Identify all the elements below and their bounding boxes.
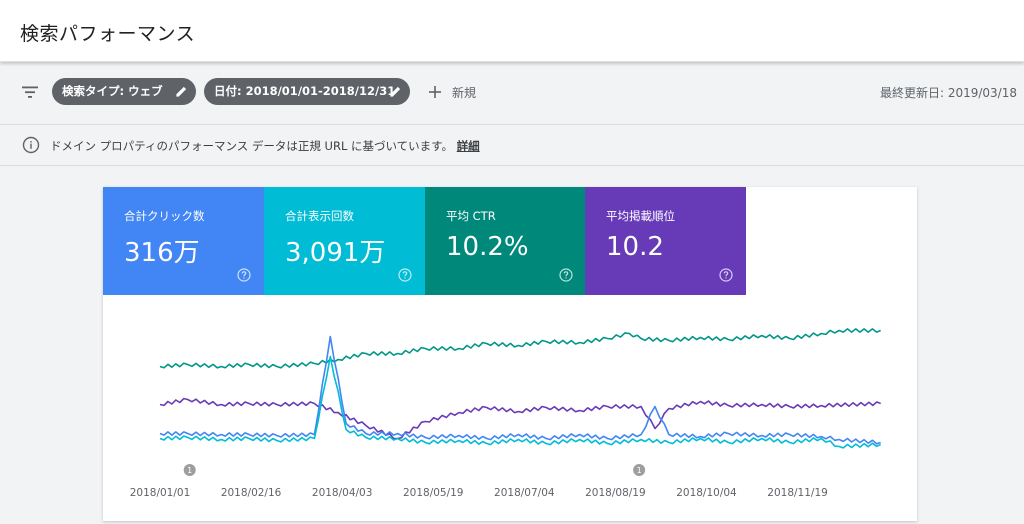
date-range-chip[interactable]: 日付: 2018/01/01-2018/12/31 (204, 78, 410, 105)
metric-total-impressions[interactable]: 合計表示回数 3,091万 (264, 187, 425, 295)
x-tick-label: 2018/04/03 (312, 487, 373, 499)
x-tick-label: 2018/08/19 (585, 487, 646, 499)
series-line-1 (159, 328, 881, 369)
notice-text: ドメイン プロパティのパフォーマンス データは正規 URL に基づいています。 … (50, 138, 480, 154)
x-tick-label: 2018/05/19 (403, 487, 464, 499)
x-tick-label: 2018/07/04 (494, 487, 555, 499)
performance-card: 合計クリック数 316万 合計表示回数 3,091万 平均 CTR 10.2% … (103, 187, 917, 521)
metric-value: 10.2 (606, 232, 664, 262)
metric-value: 10.2% (446, 232, 529, 262)
x-tick-label: 2018/02/16 (221, 487, 282, 499)
x-tick-label: 2018/10/04 (676, 487, 737, 499)
new-filter-button[interactable]: 新規 (426, 80, 476, 104)
notice-message: ドメイン プロパティのパフォーマンス データは正規 URL に基づいています。 (50, 139, 454, 153)
x-tick-label: 2018/11/19 (767, 487, 828, 499)
metric-label: 平均掲載順位 (606, 209, 675, 223)
plus-icon (429, 86, 441, 98)
metric-label: 合計表示回数 (285, 209, 354, 223)
info-icon (22, 136, 40, 154)
pencil-icon (390, 86, 401, 97)
metric-total-clicks[interactable]: 合計クリック数 316万 (103, 187, 264, 295)
last-updated-text: 最終更新日: 2019/03/18 (879, 86, 1017, 100)
learn-more-link[interactable]: 詳細 (456, 139, 480, 153)
info-notice: ドメイン プロパティのパフォーマンス データは正規 URL に基づいています。 … (0, 124, 1024, 166)
help-icon[interactable] (237, 268, 251, 282)
date-range-chip-label: 日付: 2018/01/01-2018/12/31 (214, 84, 396, 98)
series-line-4 (159, 355, 882, 449)
performance-chart: 1 1 2018/01/01 2018/02/16 2018/04/03 2018/05/… (130, 328, 882, 499)
help-icon[interactable] (398, 268, 412, 282)
pencil-icon (176, 86, 187, 97)
filter-icon[interactable] (20, 82, 40, 102)
x-tick-label: 2018/01/01 (130, 487, 191, 499)
series-line-3 (159, 335, 881, 445)
annotation-label: 1 (637, 466, 642, 475)
top-bar: 検索パフォーマンス (0, 0, 1024, 62)
page-title: 検索パフォーマンス (20, 23, 196, 45)
metric-label: 合計クリック数 (124, 209, 205, 223)
search-type-chip-label: 検索タイプ: ウェブ (62, 84, 163, 98)
series-line-2 (159, 397, 881, 440)
metric-average-position[interactable]: 平均掲載順位 10.2 (585, 187, 746, 295)
annotation-marker[interactable]: 1 (183, 464, 196, 476)
help-icon[interactable] (559, 268, 573, 282)
metric-label: 平均 CTR (446, 209, 496, 223)
search-type-chip[interactable]: 検索タイプ: ウェブ (52, 78, 196, 105)
annotation-label: 1 (187, 466, 192, 475)
metric-value: 3,091万 (285, 238, 386, 268)
metric-value: 316万 (124, 238, 200, 268)
metric-average-ctr[interactable]: 平均 CTR 10.2% (425, 187, 586, 295)
annotation-marker[interactable]: 1 (633, 464, 646, 476)
help-icon[interactable] (719, 268, 733, 282)
filter-toolbar: 検索タイプ: ウェブ 日付: 2018/01/01-2018/12/31 新規 … (0, 66, 1024, 118)
new-filter-label: 新規 (452, 85, 477, 100)
